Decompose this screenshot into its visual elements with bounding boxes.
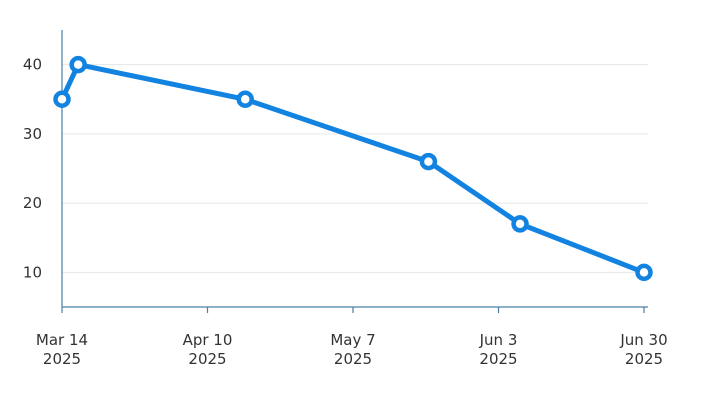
data-point[interactable] xyxy=(69,55,87,74)
series xyxy=(53,55,653,282)
x-tick-year-label: 2025 xyxy=(43,350,81,368)
y-axis-ticks: 10 20 30 40 xyxy=(23,56,42,282)
x-tick-label: May 7 xyxy=(330,331,375,349)
data-point[interactable] xyxy=(236,90,254,108)
x-tick-year-label: 2025 xyxy=(479,350,517,368)
x-tick-year-label: 2025 xyxy=(188,350,226,368)
grid-lines xyxy=(62,64,648,273)
series-line xyxy=(59,62,647,275)
x-tick-label: Apr 10 xyxy=(183,331,233,349)
y-tick-label: 30 xyxy=(23,125,42,143)
x-tick-label: Jun 3 xyxy=(479,331,518,349)
data-point[interactable] xyxy=(511,215,529,233)
x-tick-year-label: 2025 xyxy=(334,350,372,368)
x-tick-year-label: 2025 xyxy=(625,350,663,368)
data-point[interactable] xyxy=(635,263,653,282)
data-point[interactable] xyxy=(419,152,438,171)
y-tick-label: 40 xyxy=(23,56,42,74)
data-point[interactable] xyxy=(53,90,71,108)
y-tick-label: 20 xyxy=(23,194,42,212)
x-tick-label: Mar 14 xyxy=(36,331,88,349)
y-tick-label: 10 xyxy=(23,263,42,281)
axes xyxy=(61,30,648,308)
x-tick-label: Jun 30 xyxy=(619,331,667,349)
